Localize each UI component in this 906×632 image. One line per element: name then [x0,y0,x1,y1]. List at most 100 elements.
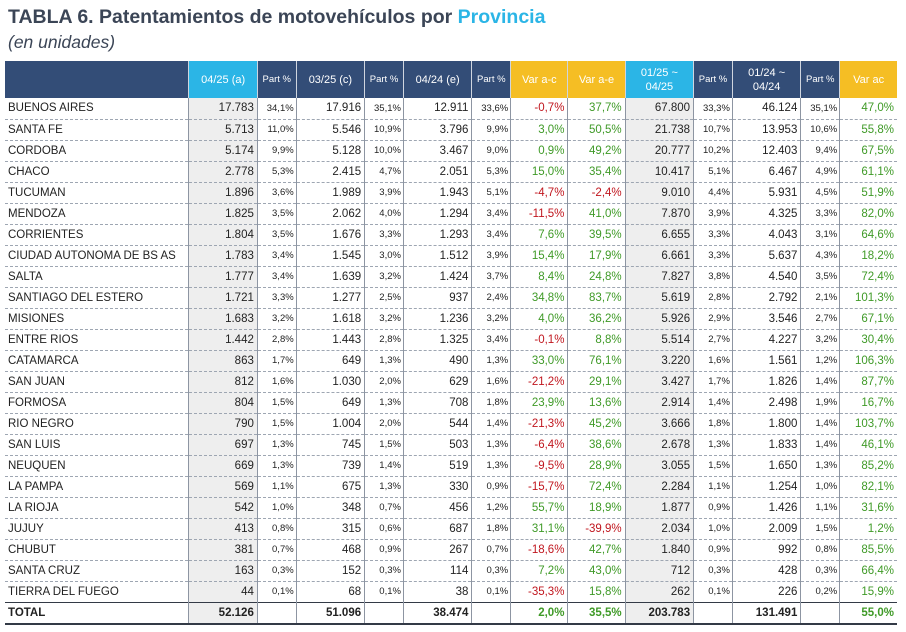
table-cell: 1,6% [471,371,511,393]
table-cell: 51.096 [295,601,365,625]
table-cell: 12.911 [402,98,472,120]
table-cell: 0,7% [471,539,511,561]
table-cell: 490 [402,350,472,372]
table-cell: 1,5% [364,434,404,456]
table-cell: 7.870 [624,203,694,225]
table-cell: 3,5% [256,224,297,246]
table-cell: 2.009 [731,518,801,540]
table-row: LA PAMPA 569 1,1% 675 1,3% 330 0,9% -15,7% 72,4%… [5,476,897,498]
province-cell: CHACO [5,161,189,183]
table-cell: 1,7% [256,350,297,372]
table-cell: 36,2% [567,308,626,330]
table-cell: 66,4% [839,560,897,582]
table-cell: 226 [731,581,801,603]
table-cell: 17,9% [567,245,626,267]
table-row: CIUDAD AUTONOMA DE BS AS 1.783 3,4% 1.545 3,… [5,245,897,267]
table-cell: 6.661 [624,245,694,267]
table-cell: 1.683 [188,308,258,330]
table-cell: 38,6% [567,434,626,456]
table-cell: 46,1% [839,434,897,456]
header-cell: 04/25 (a) [188,61,258,98]
header-cell: 01/24 ~04/24 [731,61,801,98]
table-cell: 669 [188,455,258,477]
table-cell: 34,1% [256,98,297,120]
table-cell: 38.474 [402,601,472,625]
table-cell: 21.738 [624,119,694,141]
table-cell: 1,0% [256,497,297,519]
table-cell: 3,0% [510,119,568,141]
table-cell: 992 [731,539,801,561]
table-cell: 267 [402,539,472,561]
table-cell: 629 [402,371,472,393]
table-cell: 10,0% [364,140,404,162]
table-cell: 33,0% [510,350,568,372]
table-cell: 3,1% [800,224,840,246]
table-cell: 3,3% [256,287,297,309]
table-cell: 1,7% [693,371,733,393]
table-cell: 739 [295,455,365,477]
province-cell: LA RIOJA [5,497,189,519]
table-cell: 64,6% [839,224,897,246]
table-cell [256,601,297,625]
table-cell: 2,7% [800,308,840,330]
table-cell: 2,8% [364,329,404,351]
table-row: LA RIOJA 542 1,0% 348 0,7% 456 1,2% 55,7% 18,9% 1… [5,497,897,519]
table-cell: 3,3% [693,245,733,267]
table-cell: 1.777 [188,266,258,288]
table-cell: 0,9% [471,476,511,498]
table-cell: 1,0% [693,518,733,540]
table-cell: 15,8% [567,581,626,603]
table-cell: 413 [188,518,258,540]
page-subtitle: (en unidades) [8,32,116,52]
header-cell: Part % [800,61,840,98]
table-cell: 38 [402,581,472,603]
table-cell: 29,1% [567,371,626,393]
table-cell: 13.953 [731,119,801,141]
table-cell: 9,4% [800,140,840,162]
motorcycle-registrations-table: 04/25 (a) Part % 03/25 (c) Part % 04/24 … [5,61,897,625]
table-cell: 3,5% [256,203,297,225]
header-cell: Part % [693,61,733,98]
table-cell: 1.650 [731,455,801,477]
table-cell: 82,1% [839,476,897,498]
table-cell: 712 [624,560,694,582]
table-cell: 1,3% [364,392,404,414]
table-row: SAN JUAN 812 1,6% 1.030 2,0% 629 1,6% -21,2% 29,… [5,371,897,393]
table-cell: 5,1% [471,182,511,204]
table-cell: 3,2% [364,308,404,330]
table-cell: 2,8% [693,287,733,309]
table-cell: 1.800 [731,413,801,435]
table-cell: 52.126 [188,601,258,625]
table-cell: 503 [402,434,472,456]
table-cell: 4,5% [800,182,840,204]
table-cell: 4,4% [693,182,733,204]
table-cell: 1,3% [256,434,297,456]
table-row: NEUQUEN 669 1,3% 739 1,4% 519 1,3% -9,5% 28,9% 3.… [5,455,897,477]
table-cell: 2.778 [188,161,258,183]
table-cell: 114 [402,560,472,582]
table-cell: 3.055 [624,455,694,477]
table-cell: 106,3% [839,350,897,372]
table-cell: 0,3% [256,560,297,582]
table-cell: 24,8% [567,266,626,288]
province-cell: CATAMARCA [5,350,189,372]
province-cell: LA PAMPA [5,476,189,498]
table-cell: 649 [295,392,365,414]
table-cell: 381 [188,539,258,561]
province-cell: SALTA [5,266,189,288]
table-row: SALTA 1.777 3,4% 1.639 3,2% 1.424 3,7% 8,4% 24,8… [5,266,897,288]
table-cell: 3.427 [624,371,694,393]
table-cell: 15,4% [510,245,568,267]
table-cell: 3,8% [693,266,733,288]
table-cell: 10,9% [364,119,404,141]
table-cell: -0,7% [510,98,568,120]
table-row: CORDOBA 5.174 9,9% 5.128 10,0% 3.467 9,0% 0,9% 4… [5,140,897,162]
table-cell [471,601,511,625]
province-cell: TUCUMAN [5,182,189,204]
table-cell: 1.721 [188,287,258,309]
table-cell: 3,3% [800,203,840,225]
province-cell: MENDOZA [5,203,189,225]
table-cell: 2.792 [731,287,801,309]
table-row: JUJUY 413 0,8% 315 0,6% 687 1,8% 31,1% -39,9% 2.0… [5,518,897,540]
table-cell: 31,1% [510,518,568,540]
